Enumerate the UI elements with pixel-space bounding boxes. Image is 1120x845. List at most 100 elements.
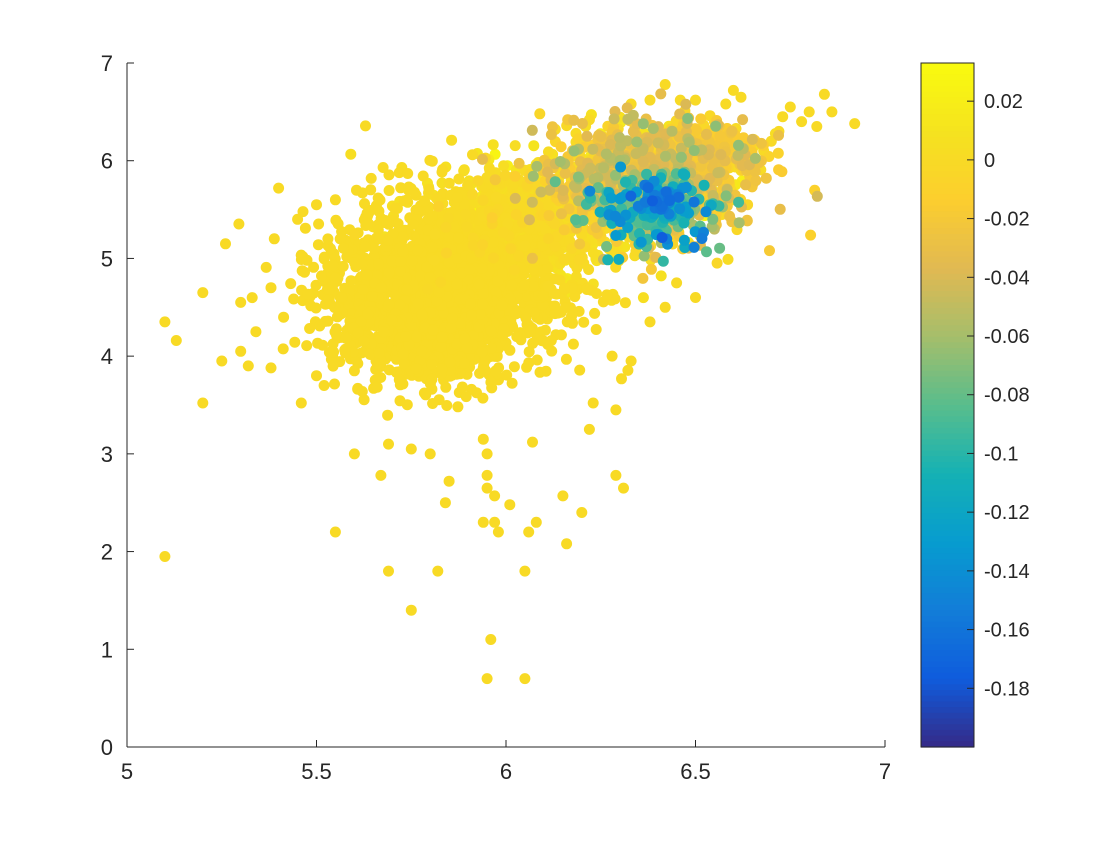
data-point — [634, 228, 645, 240]
data-point — [538, 335, 550, 347]
colorbar-band — [921, 148, 974, 155]
data-point — [492, 526, 504, 538]
data-point — [474, 309, 486, 320]
data-point — [460, 391, 472, 403]
colorbar-band — [921, 165, 974, 172]
data-point — [524, 325, 536, 337]
data-point — [427, 324, 439, 336]
data-point — [642, 182, 654, 194]
colorbar-band — [921, 496, 974, 503]
data-point — [715, 149, 727, 161]
data-point — [508, 361, 520, 373]
data-point — [424, 378, 436, 390]
data-point — [499, 169, 511, 181]
data-point — [544, 184, 556, 196]
colorbar-band — [921, 262, 974, 269]
data-point — [311, 199, 322, 211]
data-point — [481, 172, 493, 183]
colorbar-tick-label: -0.08 — [984, 385, 1030, 407]
data-point — [489, 516, 501, 528]
data-point — [647, 123, 659, 134]
data-point — [527, 436, 538, 448]
data-point — [720, 98, 732, 110]
data-point — [497, 226, 509, 238]
colorbar-band — [921, 410, 974, 417]
data-point — [637, 118, 649, 130]
data-point — [776, 166, 788, 178]
data-point — [412, 298, 424, 310]
colorbar-band — [921, 330, 974, 338]
data-point — [477, 433, 489, 445]
data-point — [644, 316, 656, 328]
data-point — [242, 360, 254, 372]
data-point — [511, 331, 523, 343]
colorbar-band — [921, 667, 974, 674]
data-point — [530, 516, 542, 528]
data-point — [477, 194, 489, 206]
data-point — [610, 230, 622, 241]
data-point — [707, 213, 719, 225]
data-point — [340, 332, 352, 344]
data-point — [601, 289, 613, 301]
data-point — [638, 250, 650, 262]
colorbar-band — [921, 633, 974, 640]
data-point — [772, 147, 784, 159]
data-point — [520, 312, 532, 324]
data-point — [558, 253, 570, 265]
data-point — [849, 118, 861, 130]
data-point — [576, 118, 588, 129]
data-point — [622, 113, 634, 125]
data-point — [417, 170, 429, 182]
colorbar-band — [921, 85, 974, 93]
data-point — [423, 183, 435, 195]
data-point — [588, 173, 600, 185]
data-point — [616, 373, 627, 385]
data-point — [456, 381, 468, 393]
data-point — [610, 404, 622, 416]
data-point — [313, 218, 325, 230]
data-point — [568, 114, 580, 126]
colorbar-band — [921, 313, 974, 321]
data-point — [197, 287, 209, 299]
y-tick-label: 5 — [101, 246, 113, 271]
data-point — [452, 253, 464, 264]
data-point — [560, 353, 572, 365]
colorbar-band — [921, 234, 974, 241]
data-point — [581, 283, 593, 294]
x-tick-label: 6 — [500, 759, 512, 784]
data-point — [435, 276, 447, 288]
data-point — [803, 106, 815, 118]
data-point — [473, 278, 485, 290]
colorbar-band — [921, 553, 974, 560]
data-point — [613, 253, 625, 265]
data-point — [600, 148, 612, 160]
colorbar-band — [921, 102, 974, 110]
data-point — [431, 295, 443, 307]
data-point — [465, 298, 476, 310]
data-point — [416, 309, 428, 321]
data-point — [615, 140, 627, 152]
data-point — [235, 296, 247, 308]
data-point — [587, 143, 599, 155]
data-point — [688, 145, 700, 156]
colorbar-band — [921, 467, 974, 474]
colorbar-band — [921, 587, 974, 594]
data-point — [502, 218, 514, 229]
data-point — [435, 341, 447, 353]
data-point — [159, 316, 171, 328]
colorbar-band — [921, 154, 974, 161]
data-point — [529, 307, 540, 319]
data-point — [555, 141, 567, 153]
colorbar-band — [921, 91, 974, 98]
colorbar-band — [921, 724, 974, 731]
data-point — [554, 274, 566, 286]
data-point — [523, 346, 535, 358]
colorbar-band — [921, 655, 974, 663]
data-point — [330, 329, 342, 341]
data-point — [587, 247, 599, 259]
data-point — [373, 258, 384, 270]
data-point — [220, 238, 231, 250]
data-point — [235, 345, 247, 357]
colorbar-tick-label: -0.02 — [984, 209, 1030, 231]
data-point — [509, 140, 521, 152]
